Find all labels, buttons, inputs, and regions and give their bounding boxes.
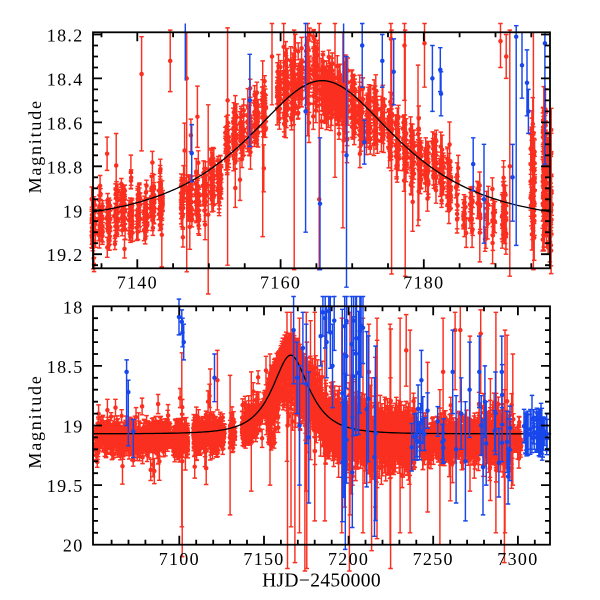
svg-text:18: 18: [63, 297, 84, 317]
svg-text:19.5: 19.5: [47, 476, 84, 496]
svg-text:18.2: 18.2: [47, 26, 84, 46]
svg-text:7180: 7180: [403, 273, 444, 293]
svg-text:18.8: 18.8: [47, 157, 84, 177]
svg-text:HJD−2450000: HJD−2450000: [262, 571, 381, 592]
svg-text:7140: 7140: [117, 273, 158, 293]
svg-text:7250: 7250: [413, 549, 454, 569]
svg-text:18.6: 18.6: [47, 113, 84, 133]
svg-text:20: 20: [63, 536, 84, 556]
svg-text:7100: 7100: [159, 549, 200, 569]
svg-text:Magnitude: Magnitude: [25, 374, 45, 468]
svg-text:7300: 7300: [497, 549, 538, 569]
svg-text:Magnitude: Magnitude: [25, 99, 45, 193]
svg-text:19: 19: [63, 201, 84, 221]
svg-text:19.2: 19.2: [47, 245, 84, 265]
svg-text:7150: 7150: [243, 549, 284, 569]
svg-text:19: 19: [63, 417, 84, 437]
svg-text:7160: 7160: [260, 273, 301, 293]
svg-text:18.5: 18.5: [47, 357, 84, 377]
svg-text:7200: 7200: [328, 549, 369, 569]
svg-text:18.4: 18.4: [47, 69, 84, 89]
